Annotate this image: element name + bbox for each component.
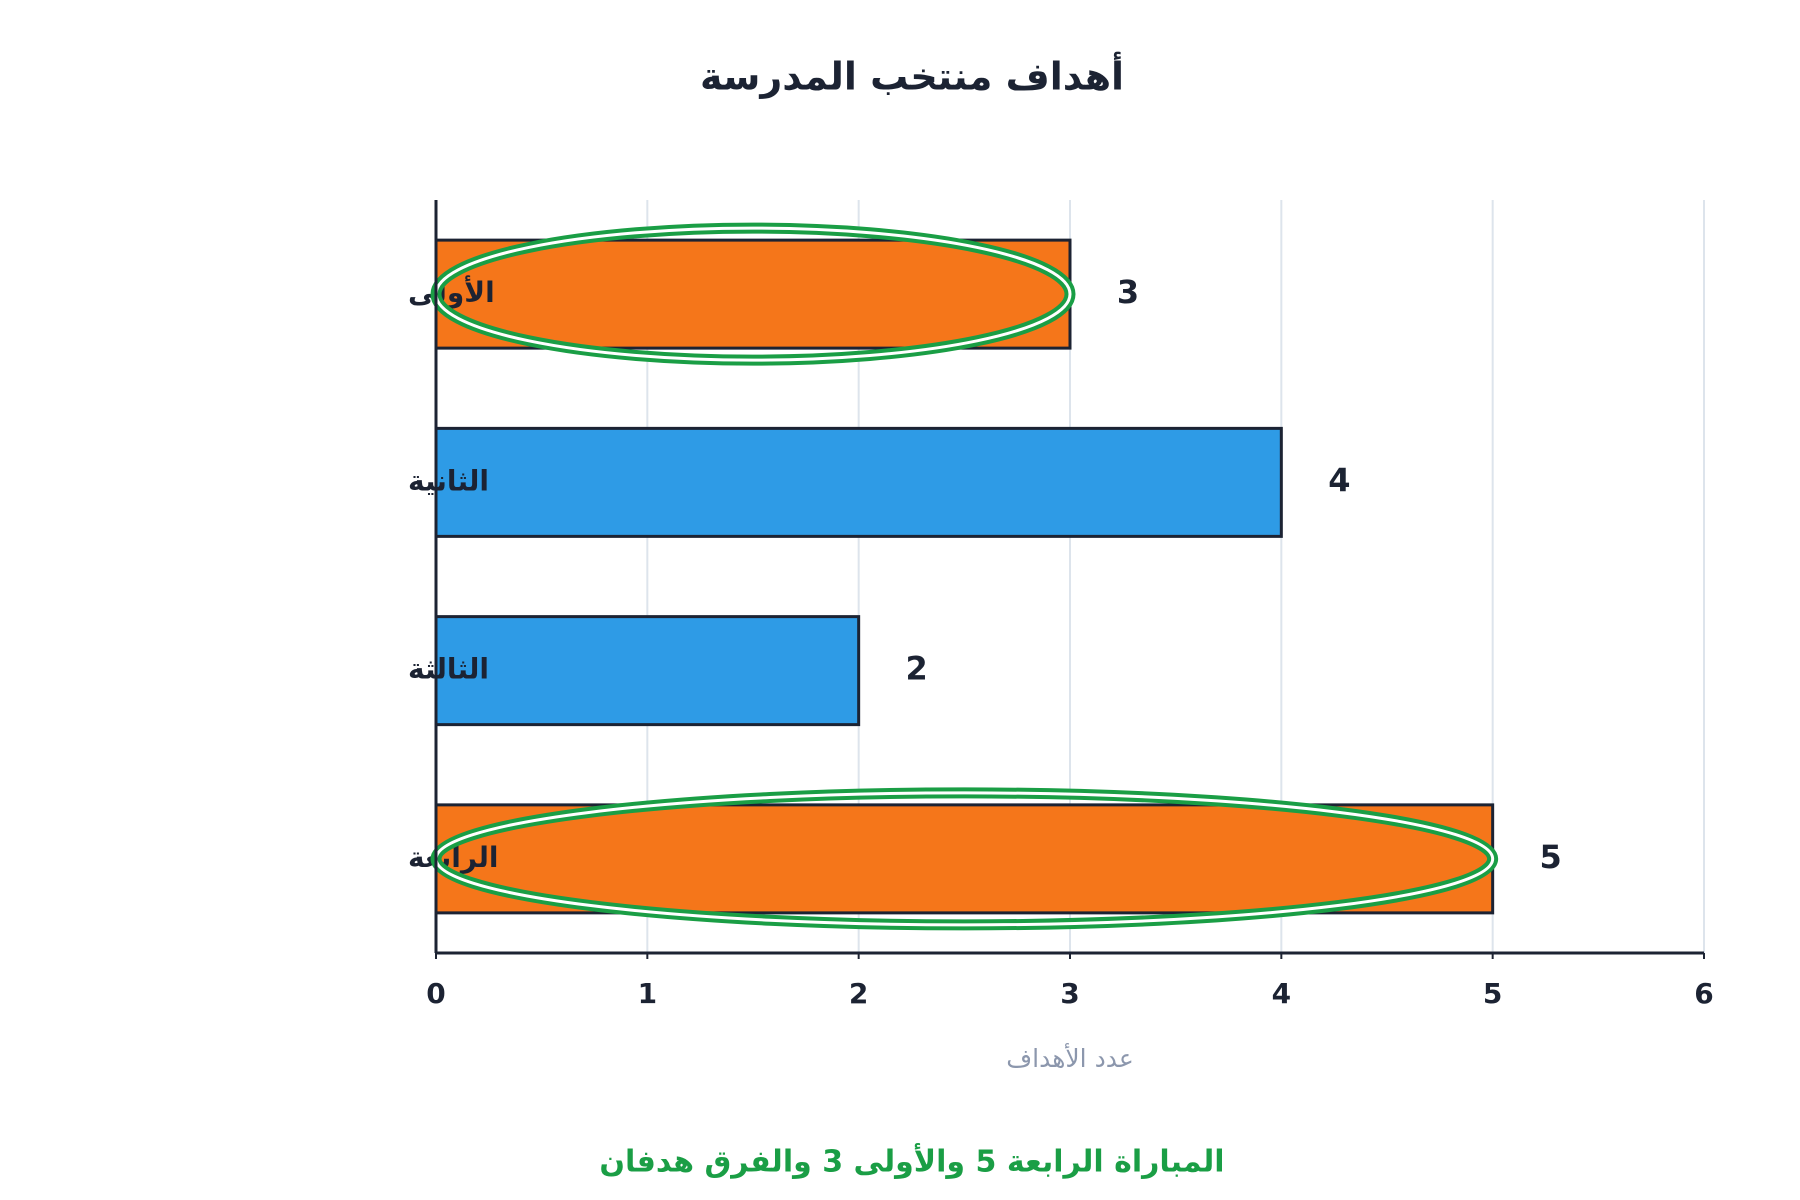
annotation: المباراة الرابعة 5 والأولى 3 والفرق هدفا… (599, 1143, 1224, 1180)
x-tick-label: 2 (849, 977, 868, 1010)
data-label: 2 (906, 650, 928, 688)
x-tick-label: 4 (1272, 977, 1291, 1010)
bar (434, 238, 1072, 350)
data-label: 4 (1328, 461, 1350, 499)
x-tick-label: 3 (1060, 977, 1079, 1010)
x-tick-label: 5 (1483, 977, 1502, 1010)
category-label: الأولى (408, 275, 495, 309)
x-axis-label: عدد الأهداف (1006, 1042, 1134, 1073)
x-tick-label: 0 (426, 977, 445, 1010)
data-label: 5 (1540, 838, 1562, 876)
x-tick-label: 1 (638, 977, 657, 1010)
bar (434, 426, 1283, 538)
bar (434, 803, 1495, 915)
category-label: الثالثة (408, 653, 489, 686)
chart-title: أهداف منتخب المدرسة (700, 52, 1124, 99)
data-label: 3 (1117, 273, 1139, 311)
x-tick-label: 6 (1694, 977, 1713, 1010)
category-label: الثانية (408, 464, 489, 497)
bar (434, 615, 861, 727)
